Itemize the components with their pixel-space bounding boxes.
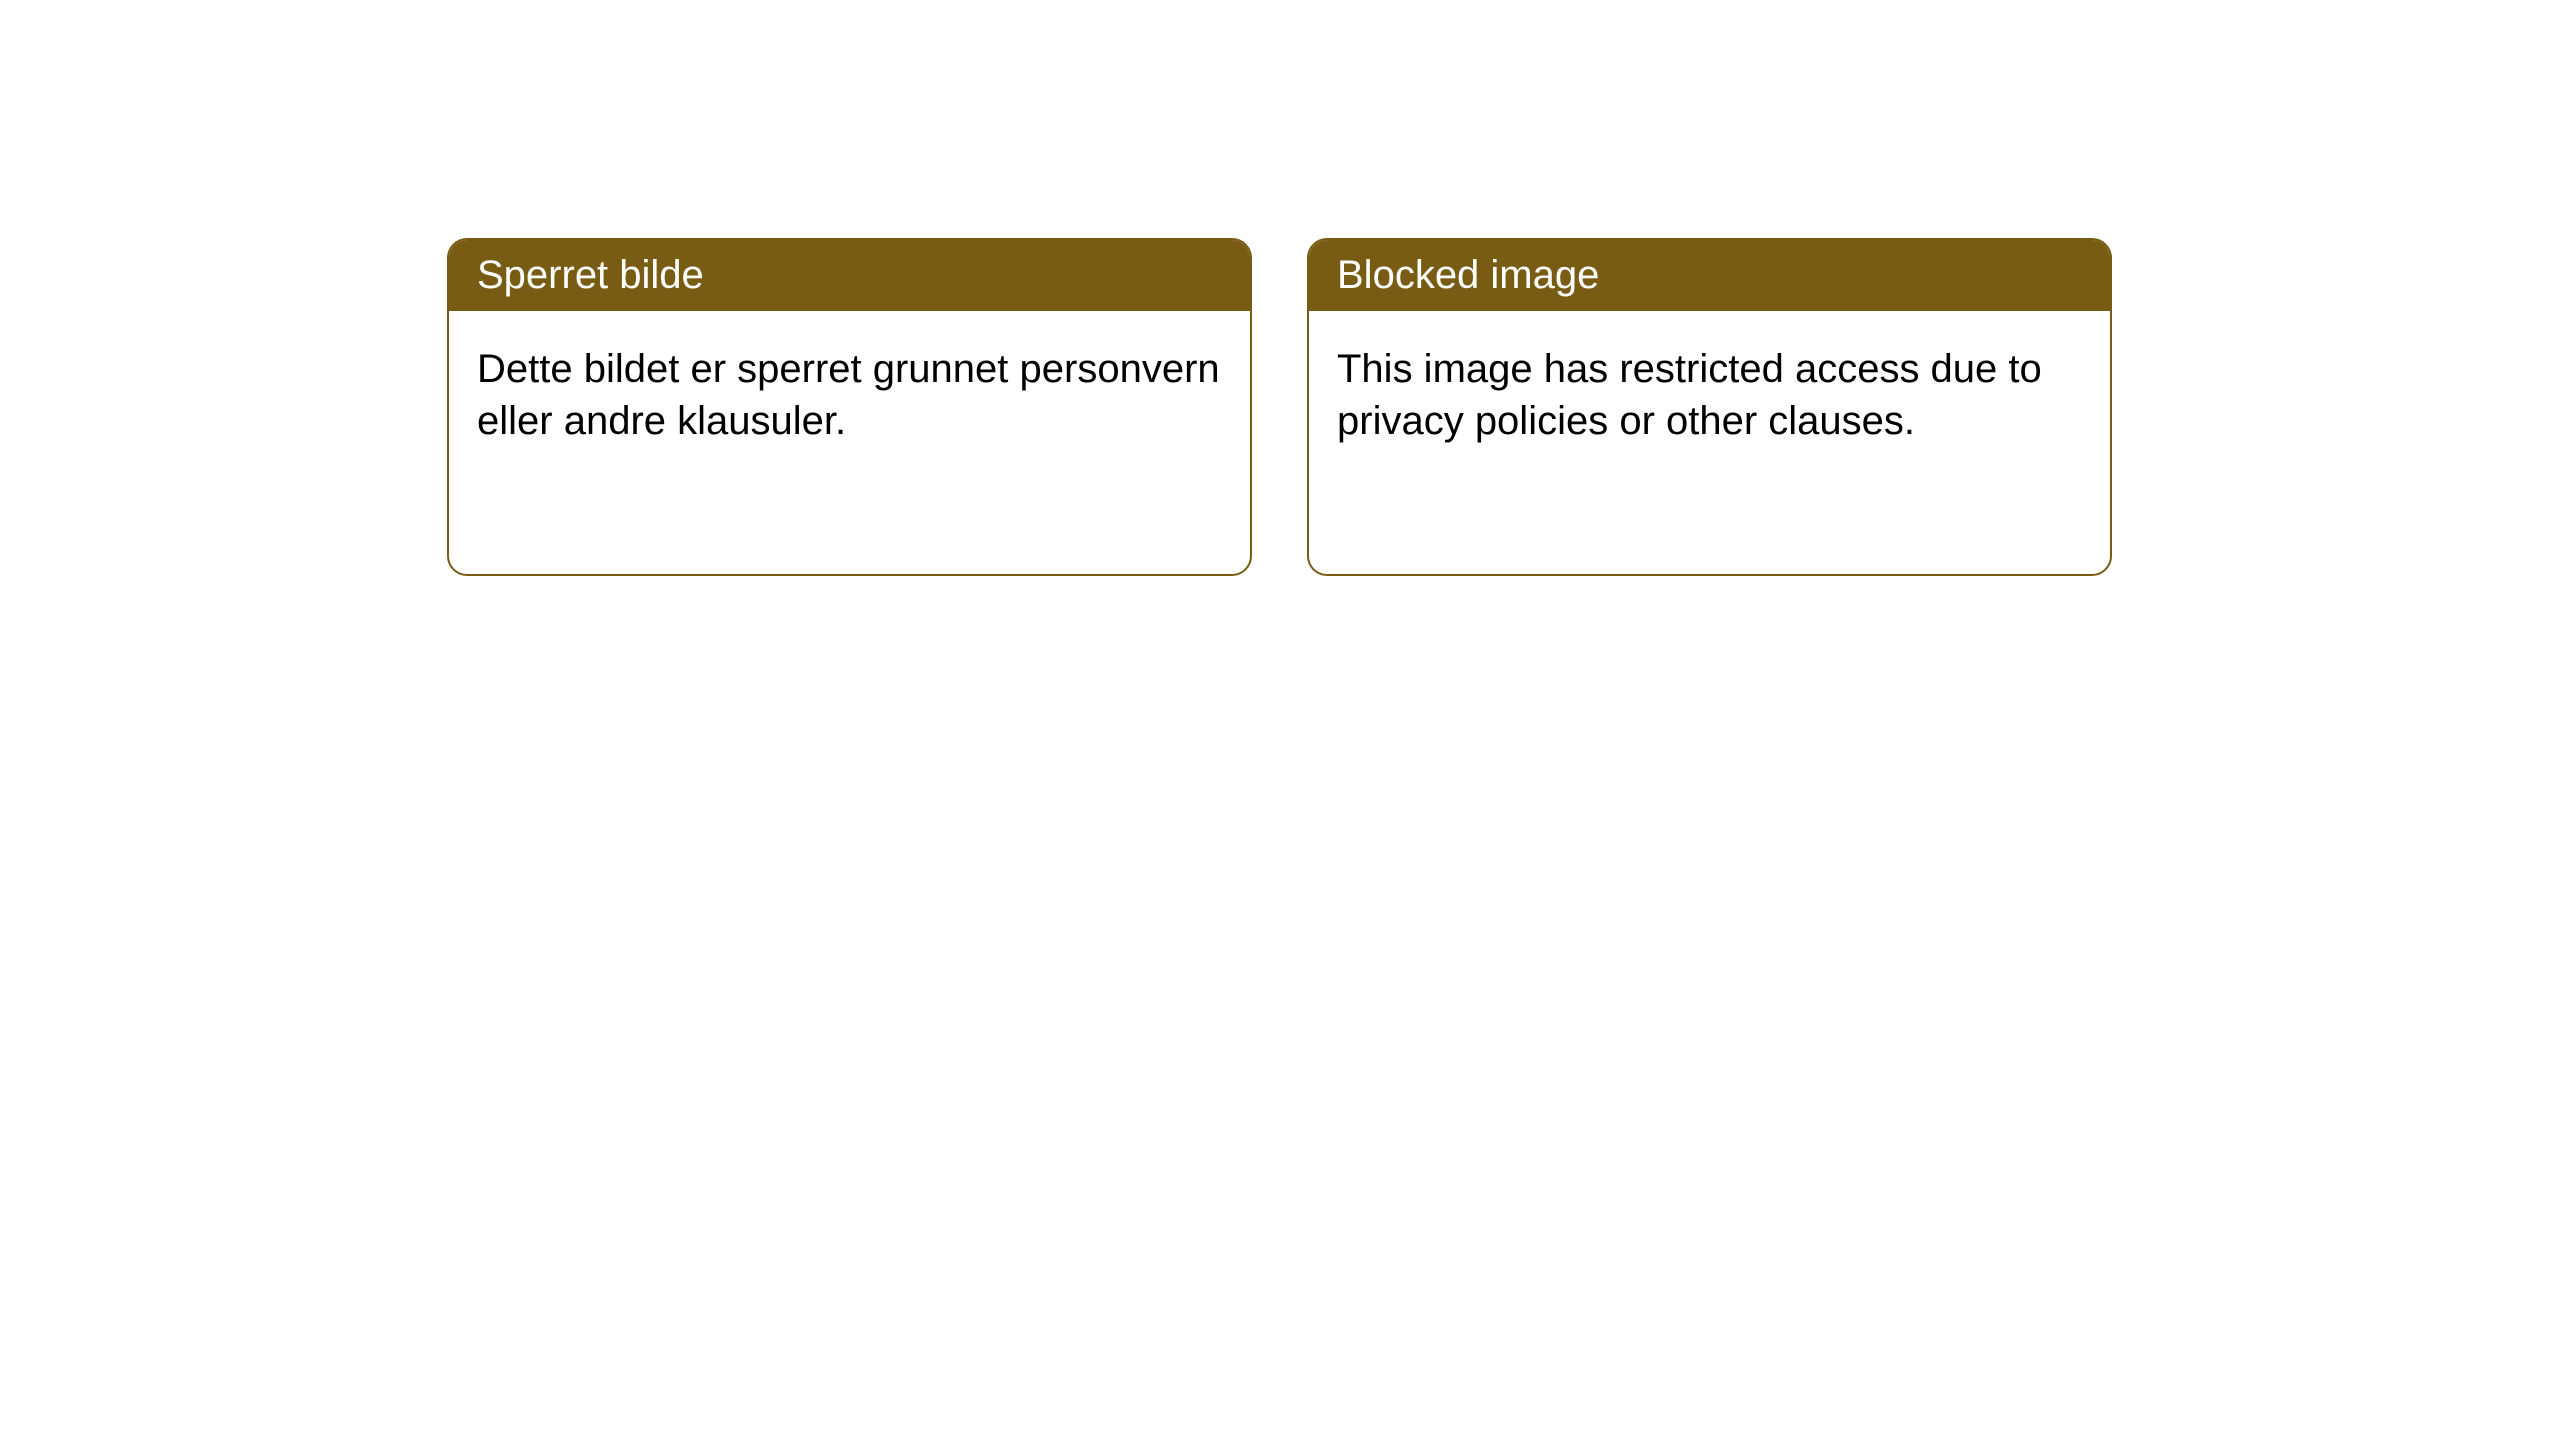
notice-body-text-en: This image has restricted access due to … — [1337, 347, 2042, 443]
notice-header-no: Sperret bilde — [449, 240, 1250, 311]
notice-body-no: Dette bildet er sperret grunnet personve… — [449, 311, 1250, 479]
notice-card-no: Sperret bilde Dette bildet er sperret gr… — [447, 238, 1252, 576]
notice-header-en: Blocked image — [1309, 240, 2110, 311]
notice-card-en: Blocked image This image has restricted … — [1307, 238, 2112, 576]
notice-body-en: This image has restricted access due to … — [1309, 311, 2110, 479]
notice-title-en: Blocked image — [1337, 253, 1599, 297]
notice-body-text-no: Dette bildet er sperret grunnet personve… — [477, 347, 1220, 443]
notices-container: Sperret bilde Dette bildet er sperret gr… — [447, 238, 2112, 576]
notice-title-no: Sperret bilde — [477, 253, 704, 297]
